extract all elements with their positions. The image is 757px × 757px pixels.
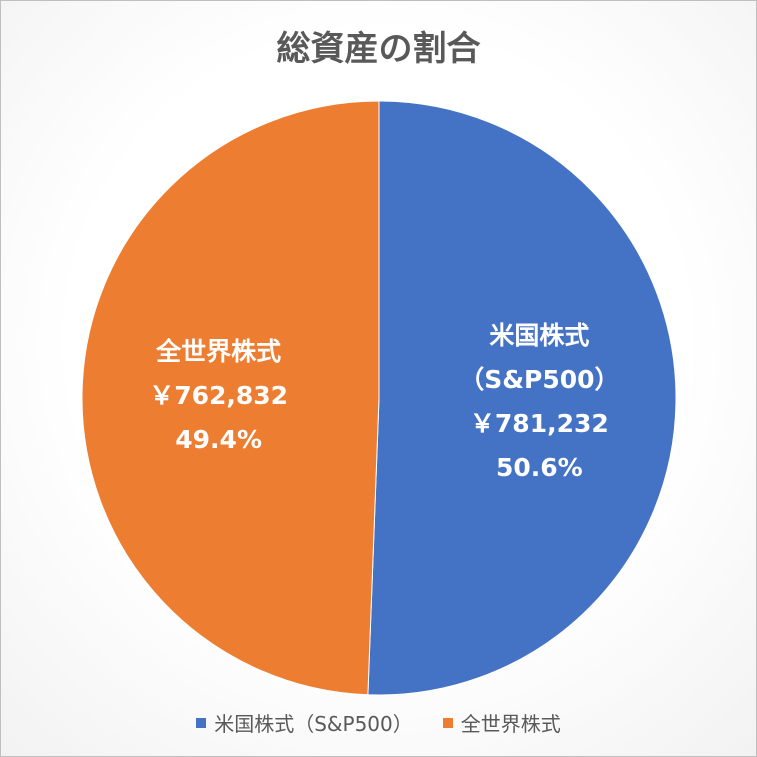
- pie-label-1: 全世界株式 ￥762,832 49.4%: [149, 337, 288, 454]
- pie-label-0-line-2: ￥781,232: [470, 409, 609, 438]
- chart-title: 総資産の割合: [276, 29, 481, 69]
- pie-label-0: 米国株式 （S&P500） ￥781,232 50.6%: [459, 321, 619, 482]
- legend: 米国株式（S&P500） 全世界株式: [1, 708, 756, 737]
- pie-label-0-line-1: （S&P500）: [459, 365, 619, 394]
- pie-slice-1[interactable]: [81, 100, 380, 696]
- legend-label-world-stocks: 全世界株式: [460, 712, 561, 736]
- pie-label-1-line-0: 全世界株式: [155, 337, 281, 366]
- legend-swatch-world-stocks: [442, 717, 453, 728]
- legend-label-us-stocks: 米国株式（S&P500）: [214, 712, 413, 736]
- pie-label-0-line-0: 米国株式: [489, 321, 589, 350]
- pie-slice-0[interactable]: [367, 100, 677, 696]
- legend-item-world-stocks[interactable]: 全世界株式: [442, 708, 561, 737]
- pie-label-1-line-2: 49.4%: [175, 425, 262, 454]
- legend-swatch-us-stocks: [196, 717, 207, 728]
- pie-label-1-line-1: ￥762,832: [149, 381, 288, 410]
- legend-item-us-stocks[interactable]: 米国株式（S&P500）: [196, 708, 413, 737]
- pie-label-0-line-3: 50.6%: [496, 453, 583, 482]
